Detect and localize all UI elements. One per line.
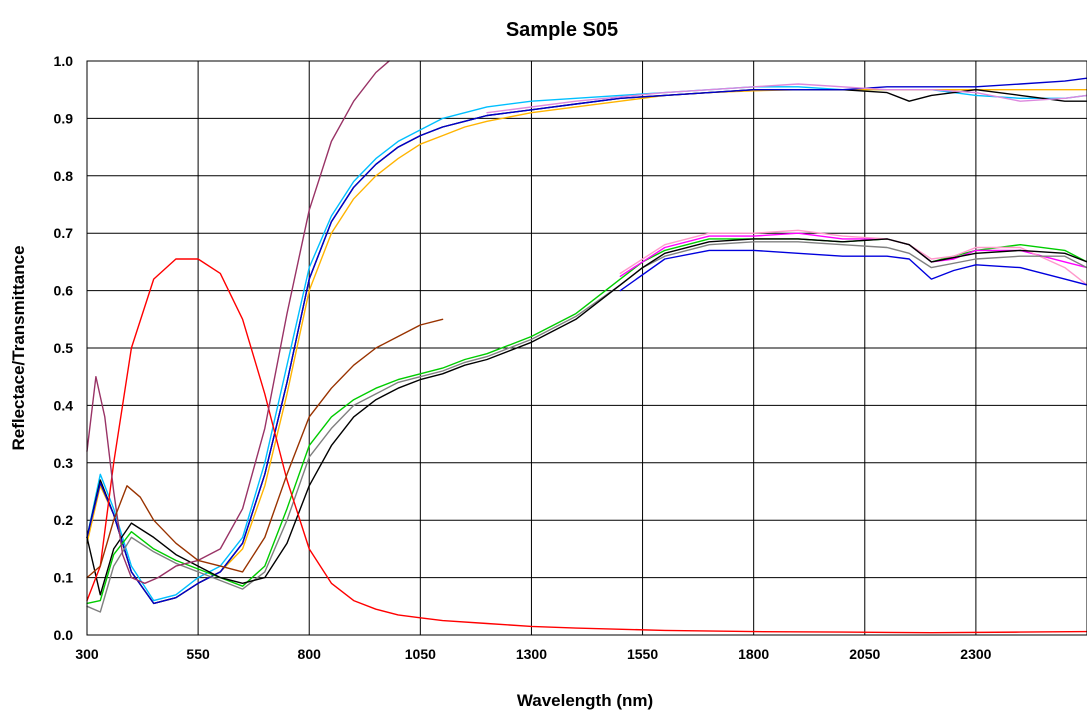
y-axis-label: Reflectace/Transmittance (9, 245, 28, 450)
y-tick-label: 0.7 (54, 225, 74, 241)
x-axis-label: Wavelength (nm) (517, 691, 653, 710)
y-tick-label: 1.0 (54, 53, 74, 69)
y-tick-label: 0.4 (54, 397, 74, 413)
x-tick-label: 2300 (960, 646, 991, 662)
x-tick-label: 2050 (849, 646, 880, 662)
y-tick-label: 0.2 (54, 512, 74, 528)
series-line-14 (86, 318, 444, 579)
series-layer (86, 60, 1087, 634)
series-line-3 (86, 88, 1087, 605)
x-axis-ticks: 300 550 800 1050 1300 1550 1800 2050 2300 (75, 646, 991, 662)
series-line-6 (86, 238, 1087, 605)
y-tick-label: 0.3 (54, 455, 74, 471)
series-line-1 (86, 86, 1087, 602)
x-tick-label: 1550 (627, 646, 658, 662)
series-line-10 (86, 238, 1087, 596)
y-tick-label: 0.5 (54, 340, 74, 356)
x-tick-label: 800 (298, 646, 322, 662)
x-tick-label: 1800 (738, 646, 769, 662)
series-line-12 (86, 258, 1087, 634)
series-line-2 (86, 88, 1087, 605)
y-tick-label: 0.9 (54, 110, 74, 126)
series-line-13 (86, 60, 390, 584)
x-tick-label: 1300 (516, 646, 547, 662)
y-tick-label: 0.1 (54, 570, 74, 586)
series-line-4 (86, 77, 1087, 605)
y-axis-ticks: 0.0 0.1 0.2 0.3 0.4 0.5 0.6 0.7 0.8 0.9 1.0 (54, 53, 74, 643)
grid (86, 60, 1087, 636)
x-tick-label: 550 (186, 646, 210, 662)
series-line-5 (486, 83, 1087, 114)
y-tick-label: 0.6 (54, 283, 74, 299)
plot-frame (86, 60, 1087, 636)
y-tick-label: 0.8 (54, 168, 74, 184)
y-tick-label: 0.0 (54, 627, 74, 643)
series-line-9 (86, 241, 1087, 613)
x-tick-label: 300 (75, 646, 99, 662)
chart-title: Sample S05 (506, 19, 618, 41)
series-line-11 (619, 249, 1087, 292)
x-tick-label: 1050 (405, 646, 436, 662)
